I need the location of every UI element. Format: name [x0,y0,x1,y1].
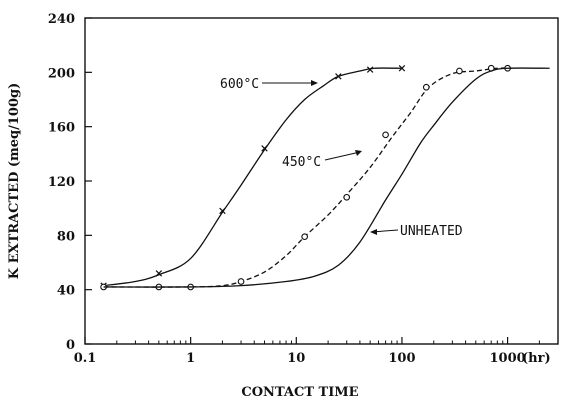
data-point-x-600-c [366,66,374,73]
series-line-600-c [103,67,402,287]
y-tick-label: 240 [48,12,75,27]
y-axis-title: K EXTRACTED (meq/100g) [7,83,22,280]
y-tick-label: 120 [48,175,75,190]
x-tick-label: 10 [287,351,305,366]
annotation-arrow-450 [324,151,361,161]
y-tick-label: 160 [48,121,75,136]
series-line-unheated [103,67,550,288]
series-line-450-c [103,67,512,288]
plot-frame [84,17,559,345]
data-point-x-600-c [261,145,268,152]
annotation-arrowhead-450 [355,150,362,156]
data-point-x-600-c [398,65,406,72]
series-layer [100,64,550,291]
data-point-o-450-c [237,278,245,285]
data-point-x-600-c [219,207,226,215]
x-tick-label: 1 [186,351,195,366]
x-tick-label: 100 [388,351,415,366]
y-tick-label: 40 [57,284,75,299]
y-tick-label: 0 [66,338,75,353]
annotation-600: 600°C [220,77,259,92]
data-point-o-450-c [456,67,463,75]
x-axis-unit-label: (hr) [522,351,551,366]
x-tick-label: 1000 [489,351,525,366]
y-tick-label: 80 [57,229,75,244]
y-tick-label: 200 [48,66,75,81]
data-point-o-450-c [343,193,351,201]
data-point-o-450-c [382,131,389,139]
annotation-arrowhead-600 [311,80,318,86]
annotation-unheated: UNHEATED [400,224,463,239]
axis-ticks: 0.1 1 10 100 1000 0 40 80 120 160 200 240 [48,12,540,366]
data-point-o-450-c [422,83,430,91]
data-point-x-600-c [155,270,163,277]
data-point-x-600-c [335,73,342,80]
annotation-450: 450°C [282,155,321,170]
x-tick-label: 0.1 [74,351,97,366]
x-axis-title: CONTACT TIME [241,385,358,400]
data-point-o-450-c [301,233,309,241]
annotation-arrowhead-unheated [370,229,377,235]
